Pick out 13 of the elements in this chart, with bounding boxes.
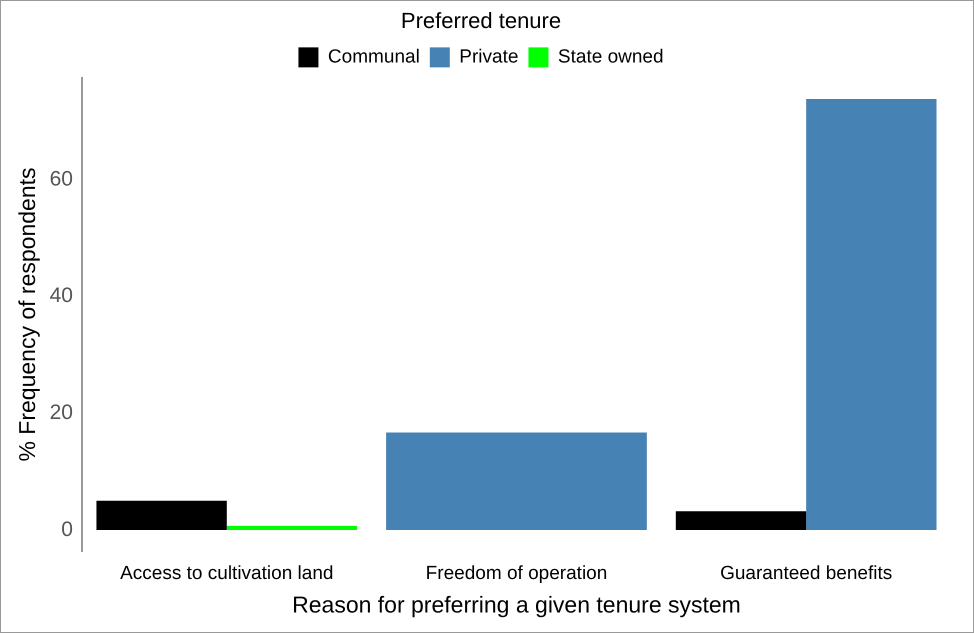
y-tick-label: 20 xyxy=(50,400,73,424)
y-axis-title: % Frequency of respondents xyxy=(14,167,40,462)
x-tick-label: Access to cultivation land xyxy=(120,563,334,584)
legend-label: Communal xyxy=(328,46,420,68)
legend-label: State owned xyxy=(558,46,664,68)
x-tick-label: Guaranteed benefits xyxy=(720,563,892,584)
legend-label: Private xyxy=(459,46,518,68)
x-axis-title: Reason for preferring a given tenure system xyxy=(292,592,741,618)
y-tick-label: 40 xyxy=(50,284,73,308)
x-tick-label: Freedom of operation xyxy=(426,563,608,584)
legend-title: Preferred tenure xyxy=(400,8,562,34)
y-tick-label: 60 xyxy=(50,167,73,190)
y-tick-label: 0 xyxy=(61,518,73,541)
